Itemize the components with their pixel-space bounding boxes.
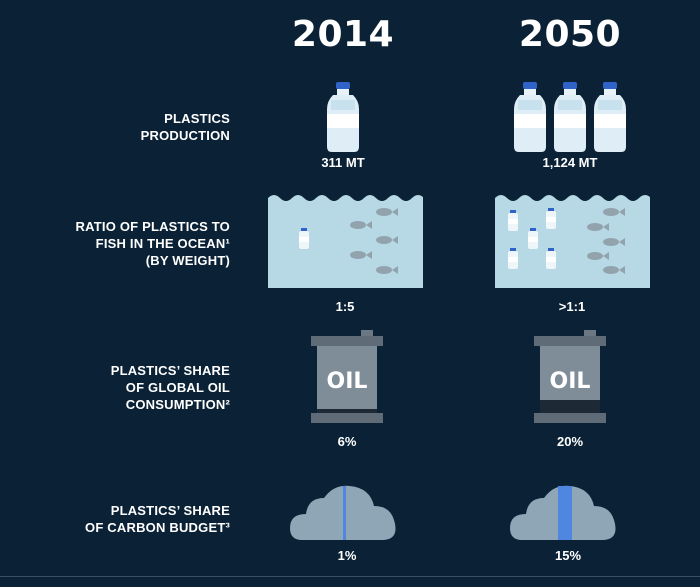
year-2014-header: 2014 [291, 14, 395, 55]
row-label-oil-consumption: PLASTICS’ SHARE OF GLOBAL OIL CONSUMPTIO… [110, 363, 230, 412]
fish-icon [587, 223, 609, 231]
barrel-label: OIL [327, 369, 368, 394]
ratio-value-2050: >1:1 [558, 299, 586, 314]
row-label-plastics-fish-ratio: RATIO OF PLASTICS TO FISH IN THE OCEAN¹ … [75, 219, 230, 268]
row-label-carbon-budget: PLASTICS’ SHARE OF CARBON BUDGET³ [85, 503, 230, 535]
oil-barrel-icon-2050: OIL [534, 330, 606, 423]
ratio-value-2014: 1:5 [335, 299, 355, 314]
fish-icon [376, 236, 398, 244]
fish-icon [603, 208, 625, 216]
oil-value-2050: 20% [556, 434, 584, 449]
oil-share-fill [540, 400, 600, 413]
carbon-value-2050: 15% [554, 548, 582, 563]
bottle-icon [299, 228, 309, 249]
bottle-icon [594, 82, 626, 152]
bottle-icon [508, 248, 518, 269]
oil-barrel-icon-2014: OIL [311, 330, 383, 423]
ocean-2014-graphic [268, 195, 423, 288]
bottle-icon [528, 228, 538, 249]
row-label-plastics-production: PLASTICS PRODUCTION [140, 111, 230, 143]
fish-icon [350, 221, 372, 229]
bottle-icon-2014 [327, 82, 359, 152]
bottles-icon-2050 [514, 82, 626, 152]
fish-icon [603, 238, 625, 246]
bottle-icon [546, 248, 556, 269]
carbon-share-band [558, 486, 572, 540]
fish-icon [587, 252, 609, 260]
cloud-icon-2014 [290, 485, 396, 540]
fish-icon [350, 251, 372, 259]
bottle-icon [554, 82, 586, 152]
production-value-2050: 1,124 MT [542, 155, 598, 170]
bottle-icon [508, 210, 518, 231]
carbon-share-band [343, 486, 346, 540]
oil-share-fill [317, 409, 377, 413]
bottom-divider [0, 576, 700, 577]
cloud-icon-2050 [510, 485, 616, 540]
bottle-icon [546, 208, 556, 229]
barrel-label: OIL [550, 369, 591, 394]
bottle-icon [514, 82, 546, 152]
production-value-2014: 311 MT [321, 155, 365, 170]
fish-icon [376, 266, 398, 274]
fish-icon [603, 266, 625, 274]
fish-icon [376, 208, 398, 216]
oil-value-2014: 6% [337, 434, 357, 449]
ocean-2050-graphic [495, 195, 650, 288]
carbon-value-2014: 1% [337, 548, 357, 563]
year-2050-header: 2050 [518, 14, 622, 55]
